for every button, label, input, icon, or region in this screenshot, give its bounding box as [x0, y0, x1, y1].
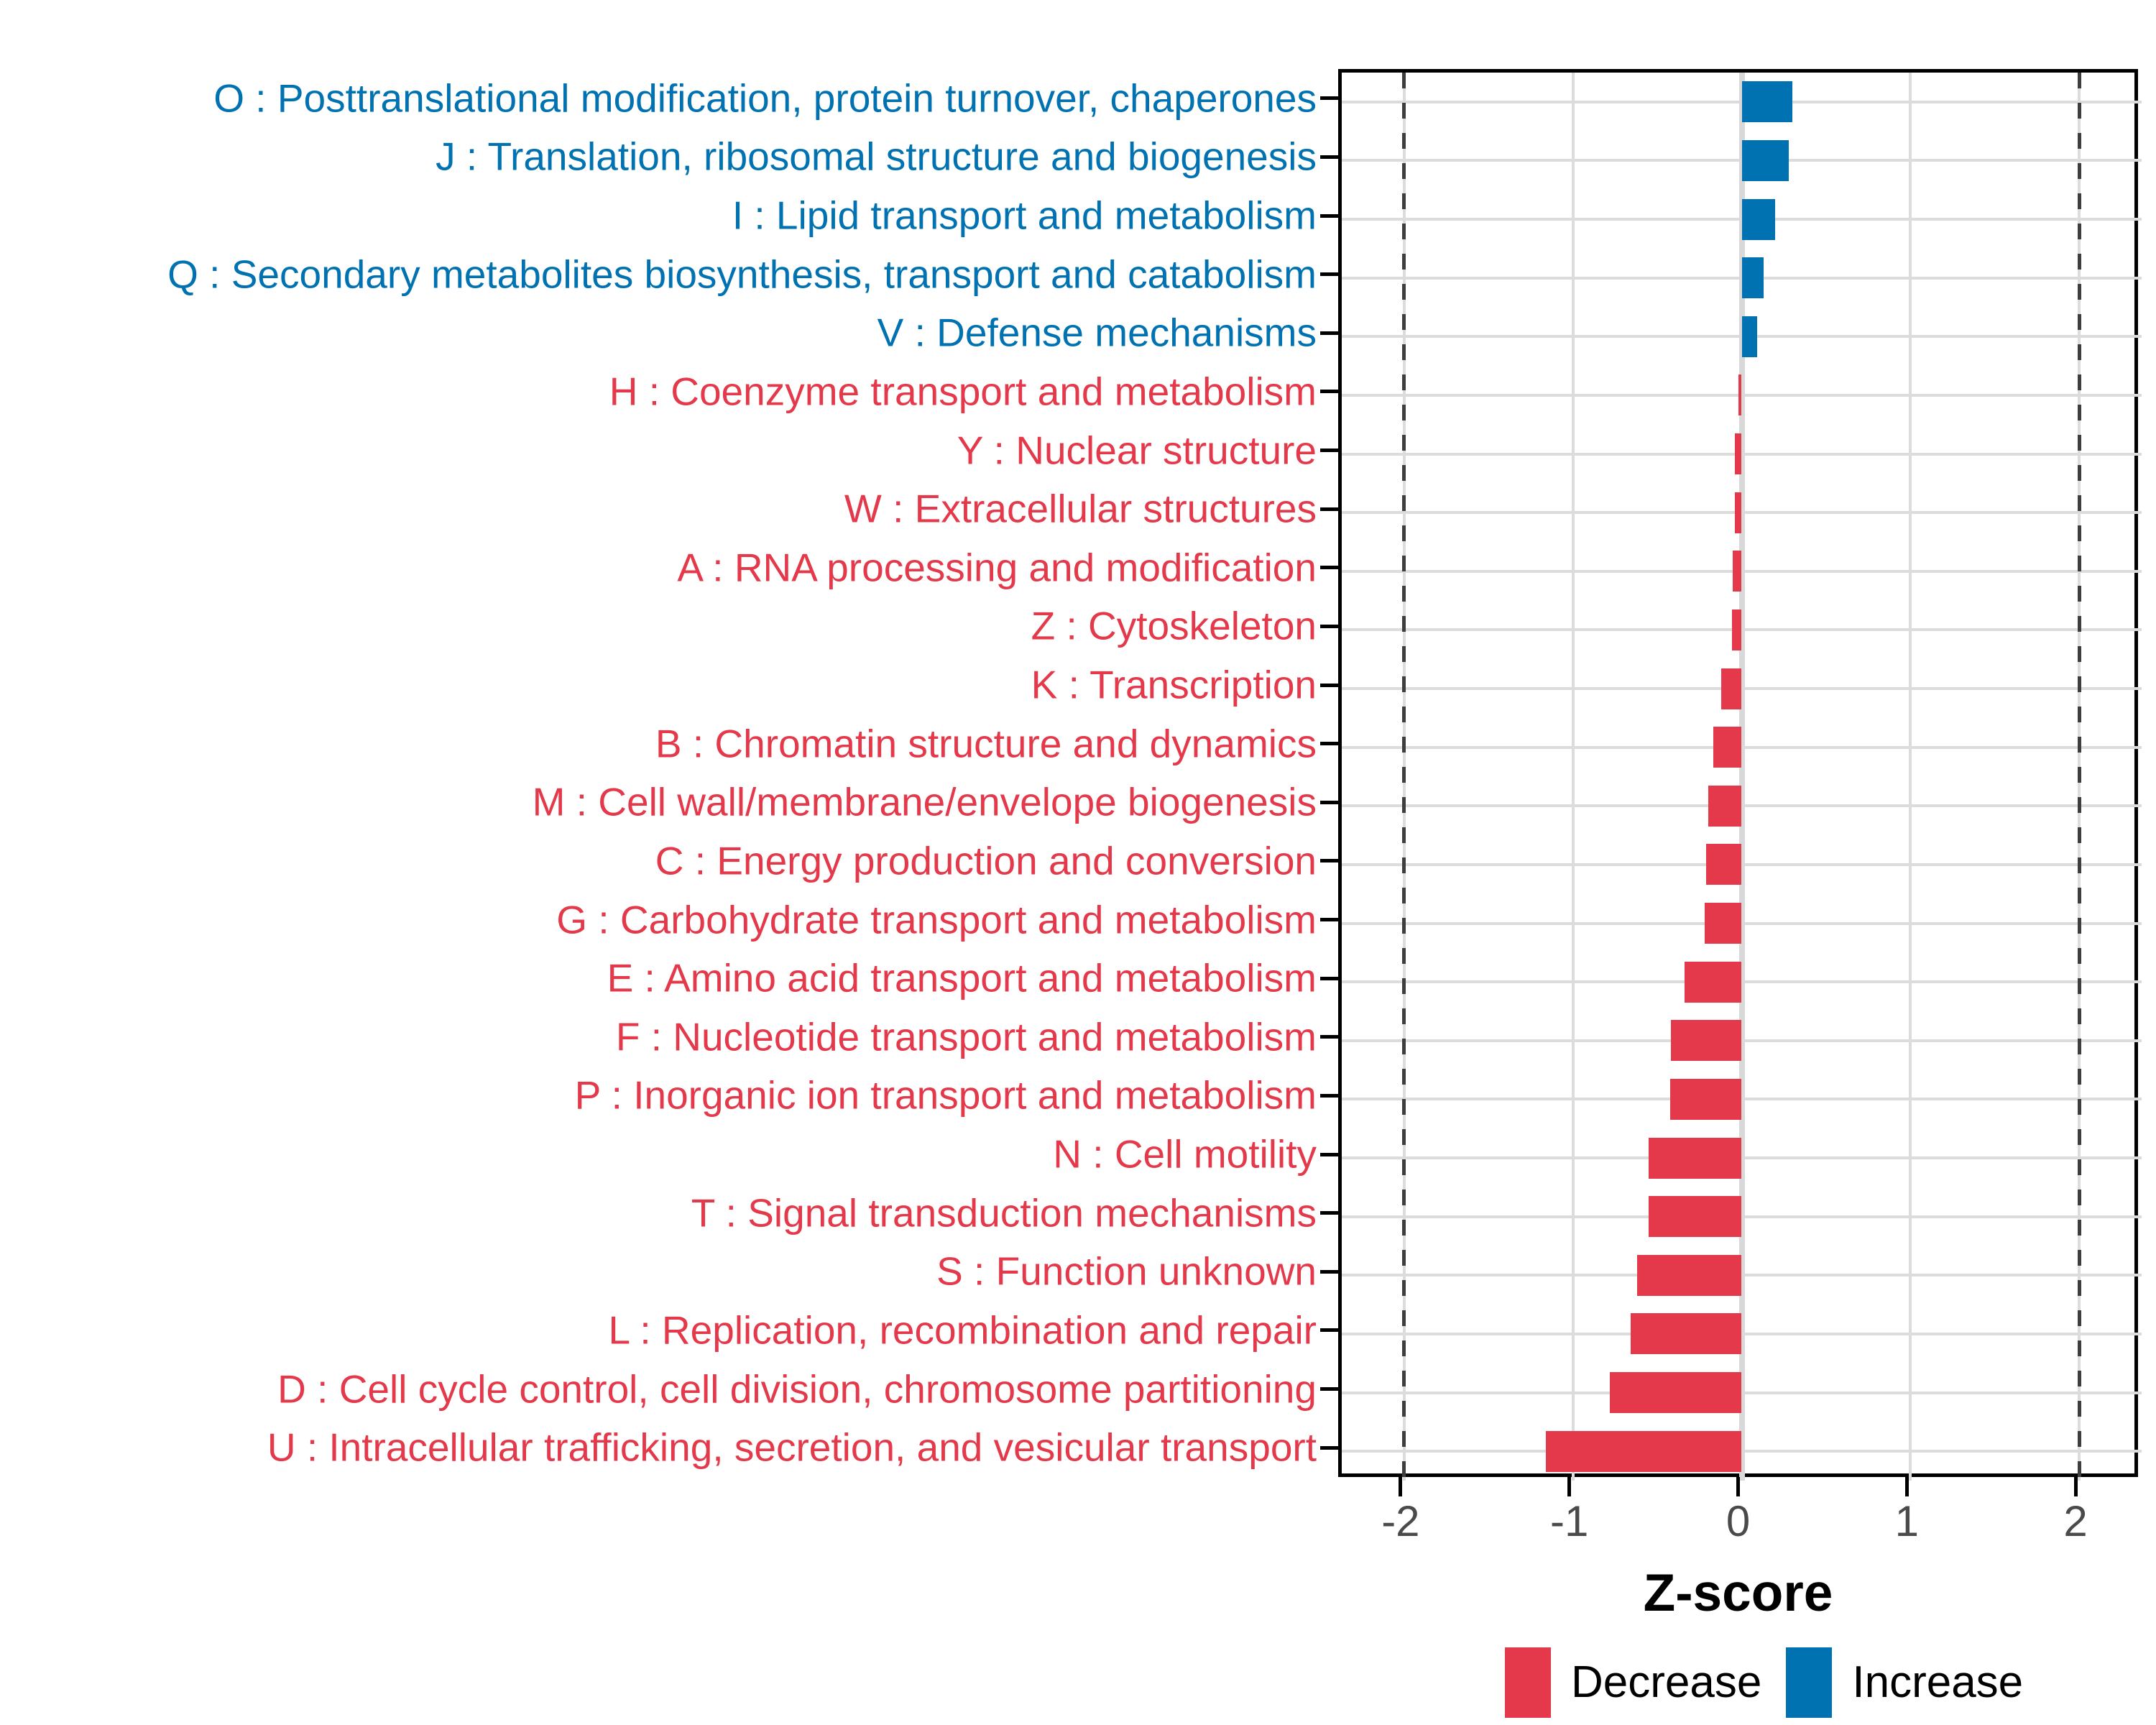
y-tick: [1320, 1445, 1338, 1450]
legend-label-increase: Increase: [1852, 1657, 2024, 1707]
x-tick: [1736, 1477, 1740, 1496]
y-tick: [1320, 1211, 1338, 1215]
bar-q: [1741, 257, 1764, 299]
y-tick: [1320, 1035, 1338, 1039]
bar-o: [1741, 81, 1792, 123]
bar-g: [1704, 903, 1742, 944]
y-tick: [1320, 859, 1338, 863]
category-label-s: S : Function unknown: [936, 1248, 1317, 1294]
category-label-z: Z : Cytoskeleton: [1031, 603, 1317, 648]
bar-y: [1735, 433, 1742, 475]
category-label-v: V : Defense mechanisms: [877, 310, 1317, 355]
y-tick: [1320, 1387, 1338, 1392]
bar-a: [1732, 551, 1742, 592]
category-label-q: Q : Secondary metabolites biosynthesis, …: [167, 252, 1317, 297]
bar-i: [1741, 198, 1776, 240]
y-tick: [1320, 918, 1338, 922]
category-label-y: Y : Nuclear structure: [957, 428, 1317, 473]
category-label-d: D : Cell cycle control, cell division, c…: [277, 1366, 1317, 1412]
y-tick: [1320, 624, 1338, 628]
bar-w: [1734, 492, 1742, 533]
plot-panel: [1338, 69, 2142, 1481]
x-tick-label: 2: [2063, 1497, 2088, 1545]
y-tick: [1320, 507, 1338, 511]
y-tick: [1320, 1269, 1338, 1274]
x-tick: [1399, 1477, 1403, 1496]
bar-n: [1649, 1137, 1742, 1179]
bar-l: [1630, 1313, 1742, 1355]
category-label-t: T : Signal transduction mechanisms: [691, 1190, 1317, 1236]
y-tick: [1320, 1328, 1338, 1333]
bar-e: [1684, 961, 1742, 1003]
bar-m: [1708, 785, 1742, 827]
legend: Decrease Increase: [1505, 1647, 2023, 1718]
dashed-threshold-line: [1402, 73, 1406, 1481]
zero-gridline: [1738, 73, 1745, 1481]
y-tick: [1320, 1152, 1338, 1156]
y-tick: [1320, 1093, 1338, 1098]
v-gridline: [1909, 73, 1912, 1481]
bar-f: [1670, 1020, 1742, 1062]
legend-swatch-decrease: [1505, 1647, 1551, 1718]
y-tick: [1320, 331, 1338, 335]
x-tick: [1567, 1477, 1572, 1496]
bar-u: [1546, 1430, 1742, 1472]
x-axis-title: Z-score: [1643, 1564, 1833, 1622]
bar-k: [1721, 668, 1742, 709]
x-tick-label: -2: [1381, 1497, 1420, 1545]
bar-h: [1738, 374, 1742, 416]
category-label-n: N : Cell motility: [1053, 1131, 1317, 1177]
x-tick: [2073, 1477, 2078, 1496]
x-tick-label: 0: [1726, 1497, 1751, 1545]
dashed-threshold-line: [2077, 73, 2081, 1481]
x-tick: [1904, 1477, 1909, 1496]
y-tick: [1320, 742, 1338, 746]
y-tick: [1320, 272, 1338, 277]
category-label-k: K : Transcription: [1031, 662, 1317, 707]
y-tick: [1320, 800, 1338, 804]
category-label-w: W : Extracellular structures: [844, 486, 1317, 531]
legend-swatch-increase: [1786, 1647, 1833, 1718]
bar-s: [1636, 1254, 1742, 1296]
category-label-b: B : Chromatin structure and dynamics: [655, 721, 1317, 766]
category-label-h: H : Coenzyme transport and metabolism: [609, 369, 1317, 414]
y-tick: [1320, 213, 1338, 218]
x-tick-label: 1: [1894, 1497, 1919, 1545]
category-label-o: O : Posttranslational modification, prot…: [213, 75, 1317, 121]
category-label-u: U : Intracellular trafficking, secretion…: [267, 1425, 1317, 1470]
category-label-m: M : Cell wall/membrane/envelope biogenes…: [532, 779, 1317, 824]
bar-j: [1741, 139, 1789, 181]
category-label-j: J : Translation, ribosomal structure and…: [436, 134, 1317, 179]
y-tick: [1320, 155, 1338, 159]
bar-z: [1731, 609, 1742, 650]
category-label-l: L : Replication, recombination and repai…: [608, 1307, 1317, 1353]
v-gridline: [1571, 73, 1575, 1481]
category-label-c: C : Energy production and conversion: [655, 838, 1317, 883]
category-label-p: P : Inorganic ion transport and metaboli…: [574, 1072, 1317, 1118]
y-tick: [1320, 96, 1338, 101]
bar-b: [1713, 727, 1742, 768]
category-label-f: F : Nucleotide transport and metabolism: [615, 1014, 1317, 1059]
category-label-e: E : Amino acid transport and metabolism: [607, 955, 1317, 1000]
bar-v: [1741, 316, 1757, 357]
bar-t: [1648, 1196, 1742, 1238]
category-label-g: G : Carbohydrate transport and metabolis…: [556, 897, 1317, 942]
category-label-i: I : Lipid transport and metabolism: [732, 193, 1317, 238]
y-tick: [1320, 683, 1338, 687]
y-tick: [1320, 566, 1338, 570]
y-tick: [1320, 390, 1338, 394]
x-tick-label: -1: [1550, 1497, 1589, 1545]
bar-c: [1706, 844, 1742, 886]
y-tick: [1320, 976, 1338, 980]
legend-label-decrease: Decrease: [1571, 1657, 1762, 1707]
y-tick: [1320, 448, 1338, 453]
category-label-a: A : RNA processing and modification: [677, 545, 1317, 590]
bar-p: [1669, 1078, 1742, 1120]
bar-d: [1610, 1372, 1742, 1414]
